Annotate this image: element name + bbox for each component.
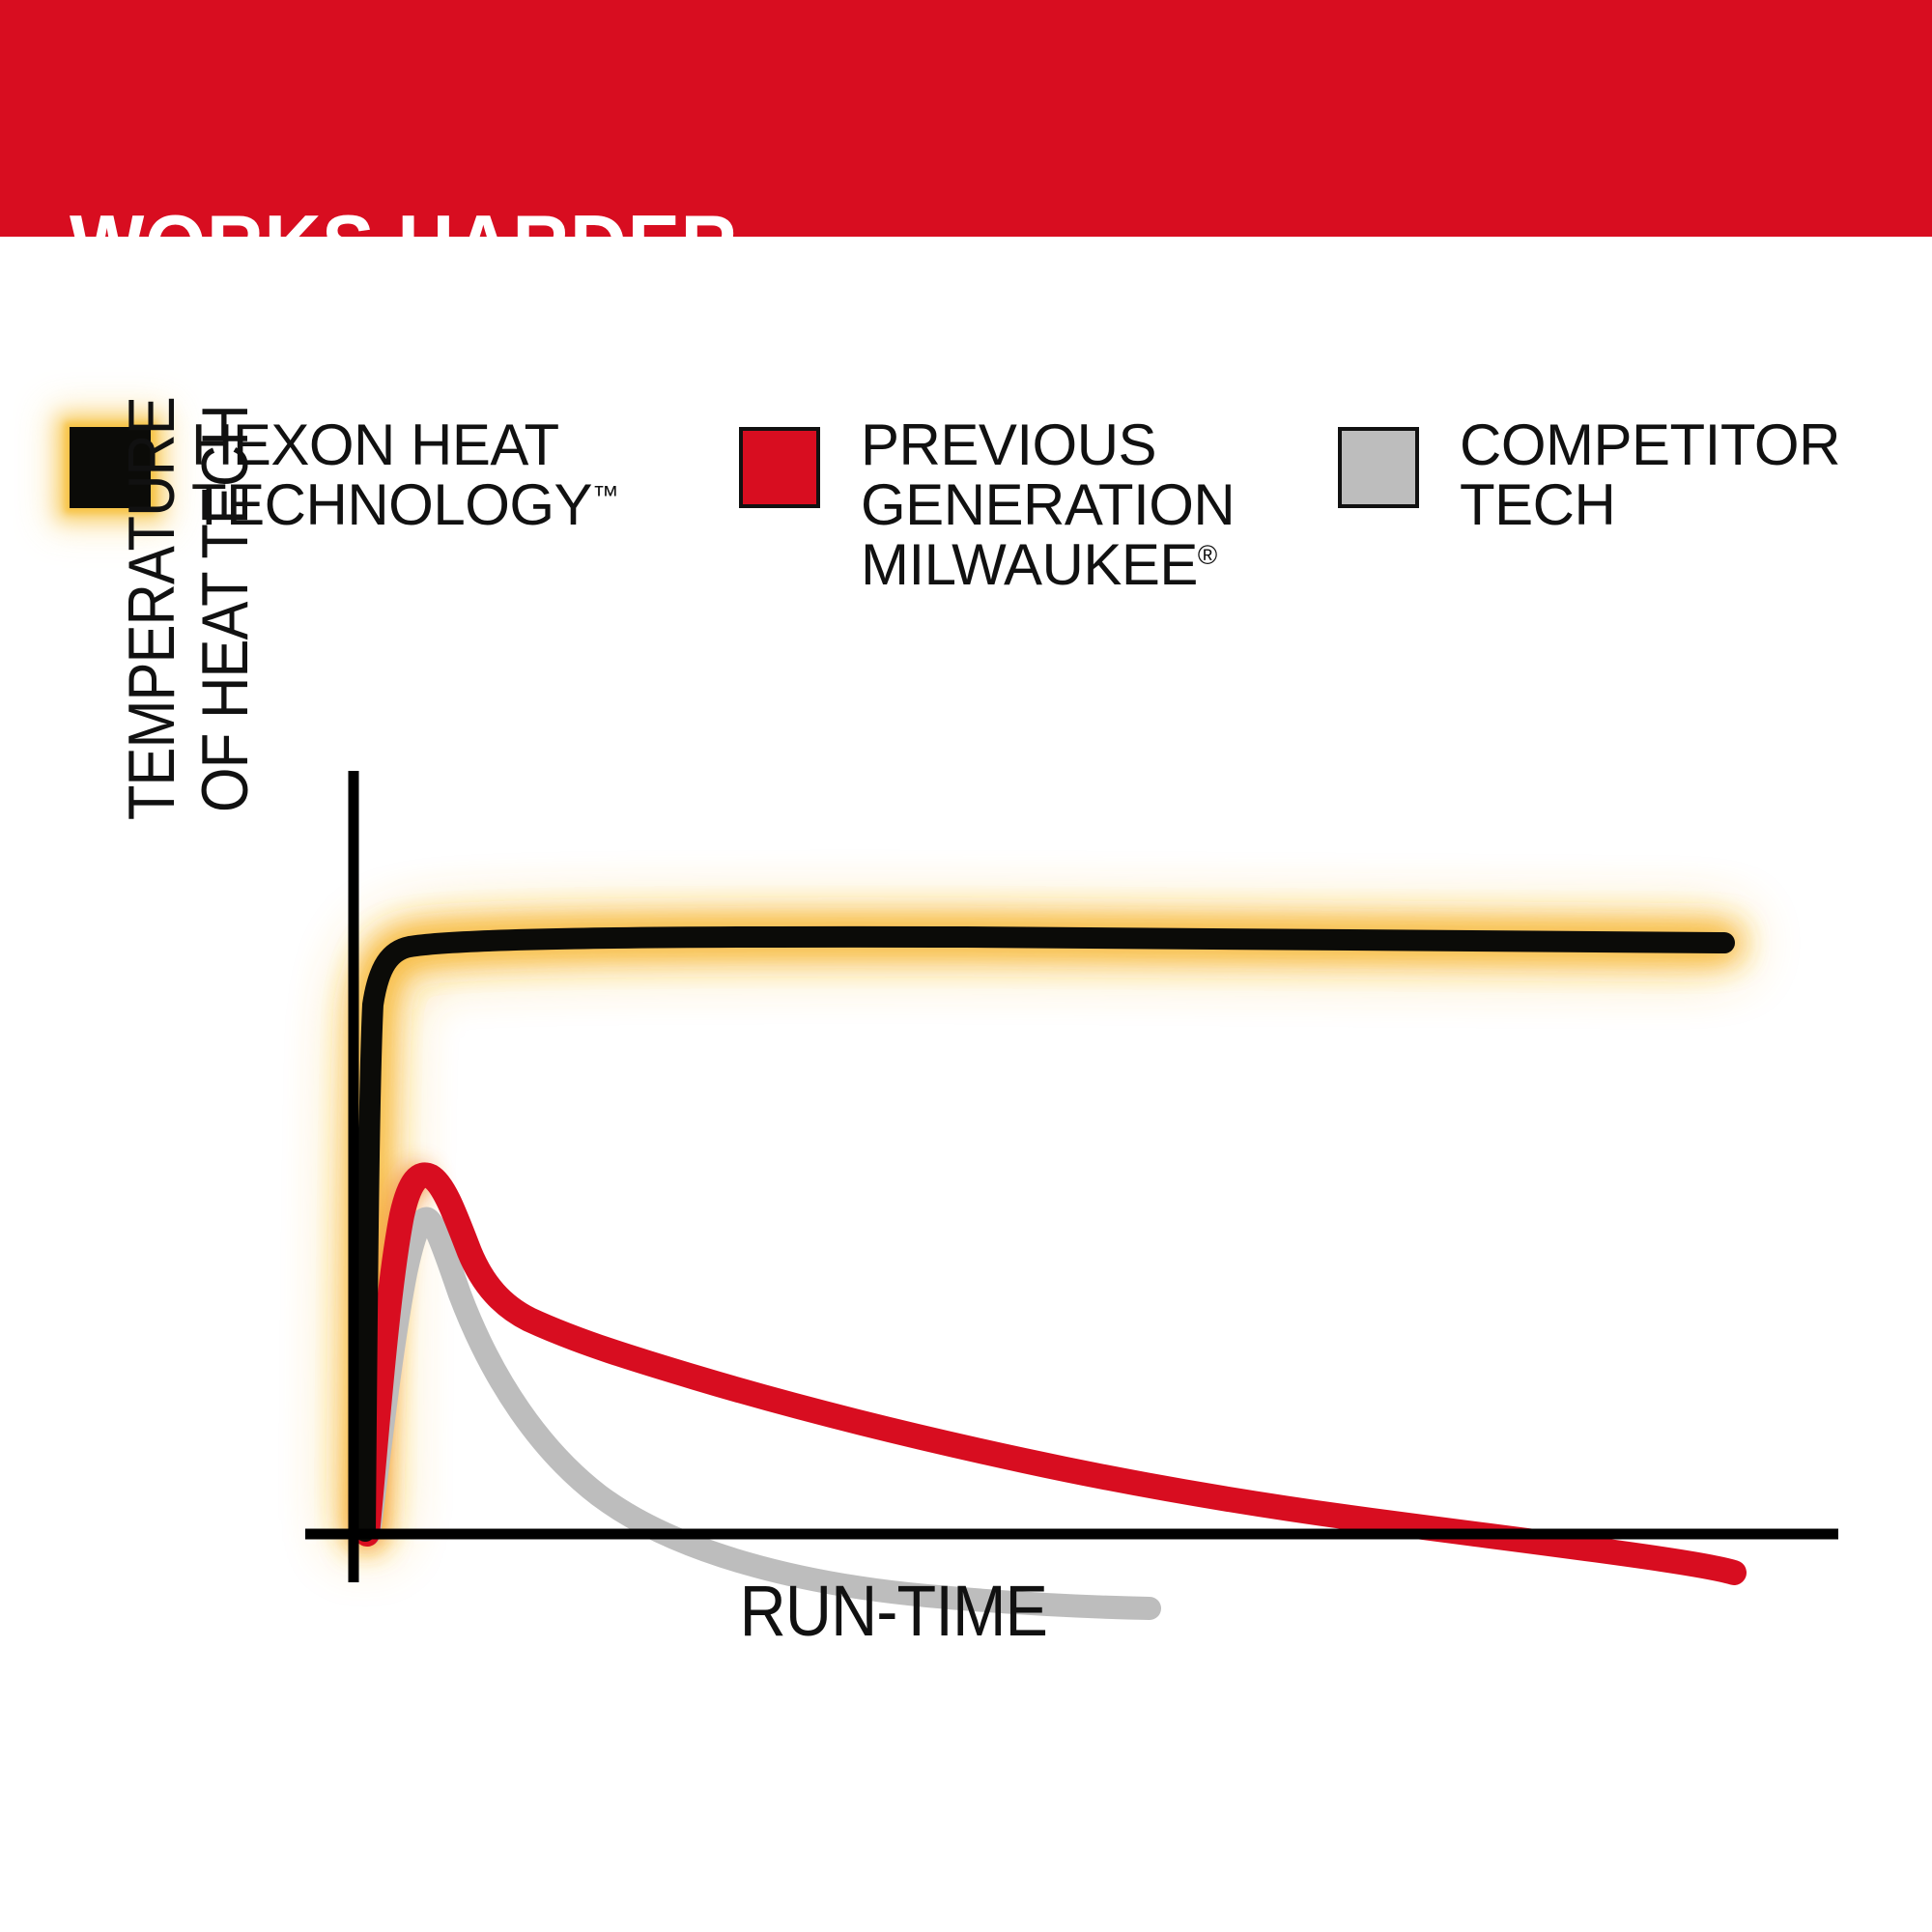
legend-swatch-hexon-wrap	[70, 427, 151, 508]
page-title-line-2: IN FREEZING TEMPS	[70, 464, 872, 559]
legend-label-hexon: HEXON HEAT TECHNOLOGY™	[191, 406, 619, 537]
header-banner: WORKS HARDER IN FREEZING TEMPS	[0, 0, 1932, 556]
legend-item-competitor: COMPETITOR TECH	[1338, 406, 1918, 535]
registered-icon: ®	[1197, 540, 1217, 570]
legend-swatch-hexon-icon	[70, 427, 151, 508]
x-axis-label: RUN-TIME	[0, 1570, 1932, 1652]
chart-legend: HEXON HEAT TECHNOLOGY™ PREVIOUS GENERATI…	[0, 406, 1932, 628]
legend-item-previous-generation: PREVIOUS GENERATION MILWAUKEE®	[739, 406, 1338, 595]
legend-swatch-competitor-icon	[1338, 427, 1419, 508]
legend-label-previous-text: PREVIOUS GENERATION MILWAUKEE	[861, 412, 1236, 597]
page-title: WORKS HARDER IN FREEZING TEMPS	[70, 23, 872, 734]
hexon-curve-glow	[351, 922, 1739, 1546]
x-axis-label-text: RUN-TIME	[739, 1571, 1048, 1651]
legend-swatch-previous-icon	[739, 427, 820, 508]
legend-label-previous: PREVIOUS GENERATION MILWAUKEE®	[861, 406, 1236, 597]
series-line-hexon	[355, 925, 1735, 1542]
legend-label-hexon-text: HEXON HEAT TECHNOLOGY	[191, 412, 593, 537]
chart-canvas	[305, 771, 1838, 1620]
legend-label-competitor: COMPETITOR TECH	[1460, 406, 1840, 535]
legend-swatch-previous-wrap	[739, 427, 820, 508]
legend-item-hexon: HEXON HEAT TECHNOLOGY™	[70, 406, 707, 535]
line-chart	[0, 618, 1932, 1642]
page-title-line-1: WORKS HARDER	[70, 197, 739, 293]
legend-swatch-competitor-wrap	[1338, 427, 1419, 508]
trademark-icon: ™	[592, 480, 619, 510]
legend-label-competitor-text: COMPETITOR TECH	[1460, 412, 1840, 537]
series-line-previous-generation	[355, 1162, 1747, 1585]
